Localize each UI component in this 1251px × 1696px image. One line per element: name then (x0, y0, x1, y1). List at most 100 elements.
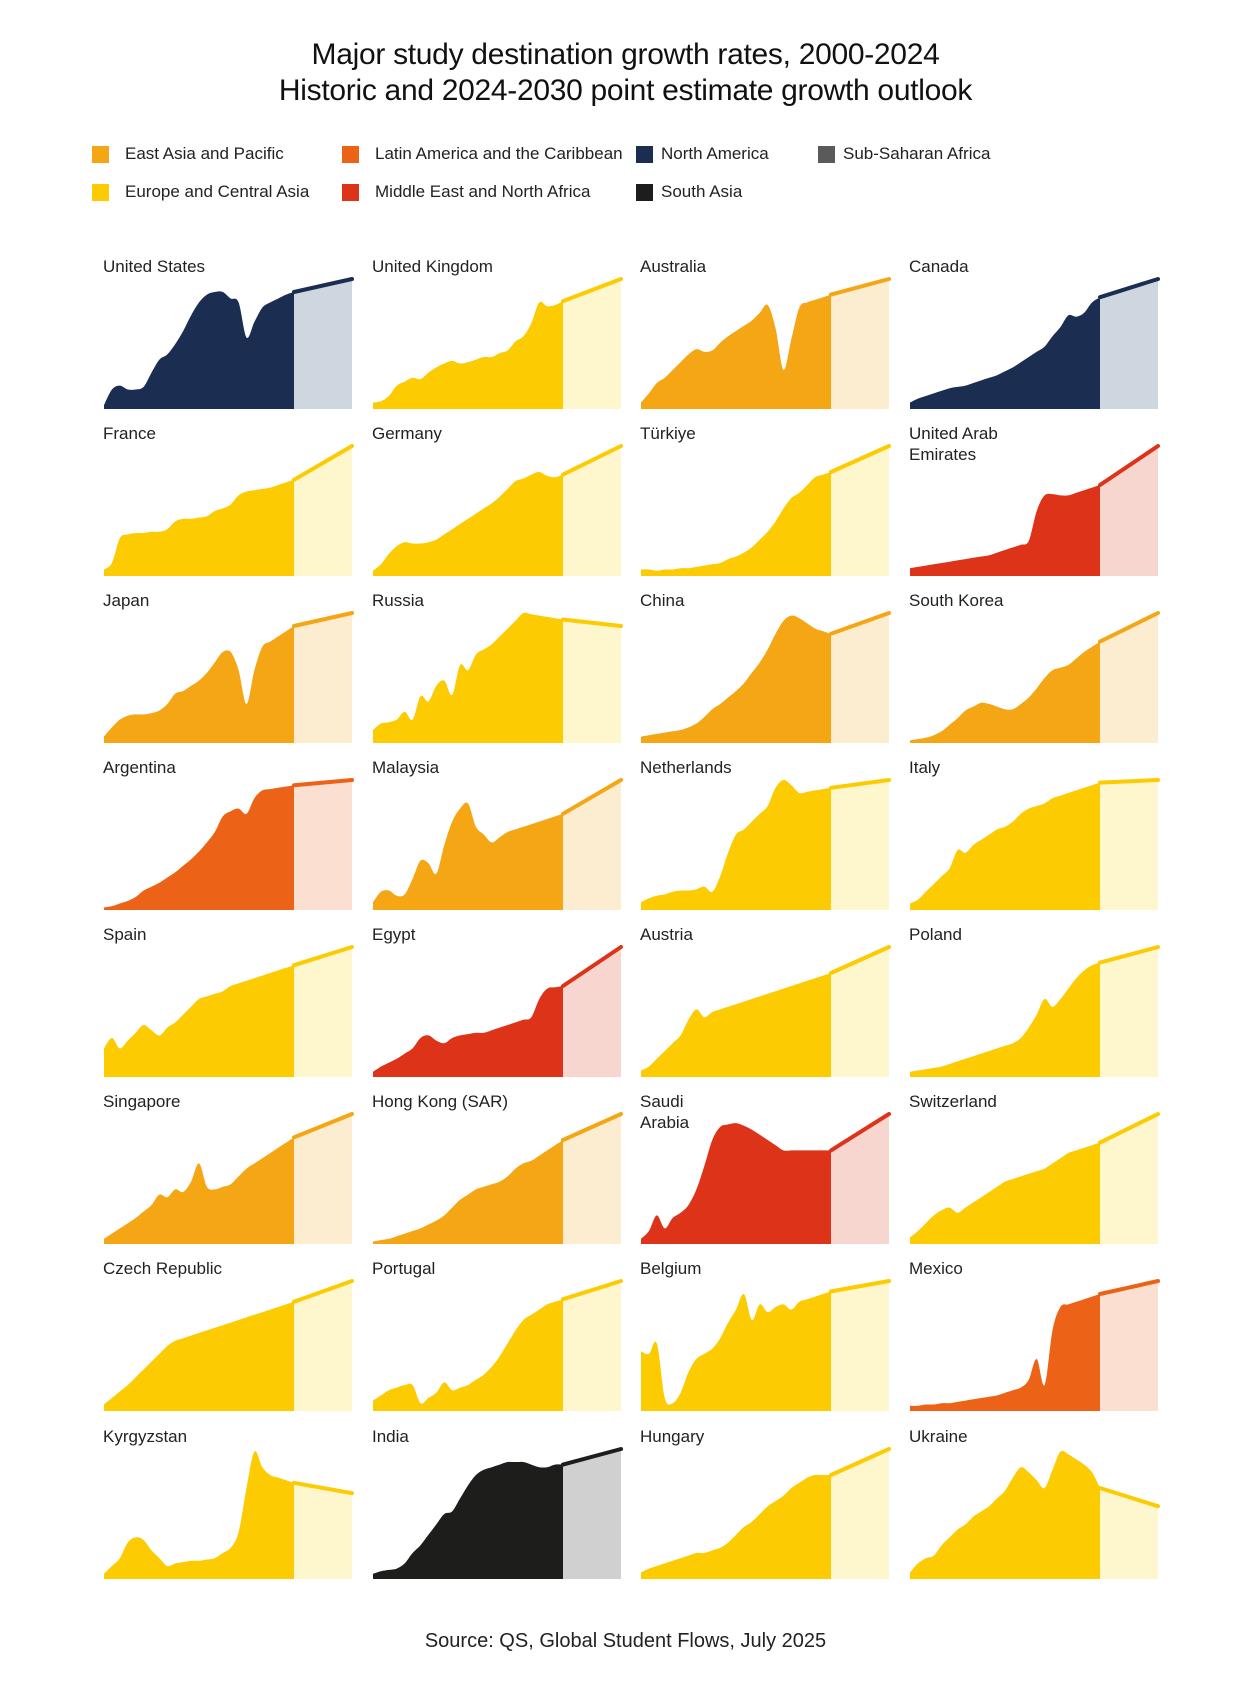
panel-czech-republic: Czech Republic (103, 1259, 354, 1411)
outlook-area (294, 446, 352, 576)
historic-area (373, 802, 563, 910)
outlook-area (563, 446, 621, 576)
outlook-area (831, 1281, 889, 1411)
historic-area (910, 1294, 1100, 1411)
outlook-line (1098, 1112, 1160, 1145)
panel-label: India (372, 1427, 409, 1446)
panel-switzerland: Switzerland (909, 1092, 1160, 1244)
legend-label: Europe and Central Asia (125, 182, 310, 201)
outlook-line (829, 611, 891, 636)
panel-label: United States (103, 257, 205, 276)
outlook-area (1100, 446, 1158, 576)
outlook-line (561, 1112, 623, 1142)
outlook-line (561, 277, 623, 304)
chart-title-line-1: Major study destination growth rates, 20… (311, 38, 940, 71)
outlook-area (563, 1281, 621, 1411)
outlook-area (294, 613, 352, 743)
panel-australia: Australia (640, 257, 891, 409)
historic-area (910, 641, 1100, 743)
panel-hong-kong-sar: Hong Kong (SAR) (372, 1092, 623, 1244)
outlook-line (561, 1447, 623, 1467)
historic-area (104, 1137, 294, 1244)
outlook-area (1100, 947, 1158, 1077)
outlook-area (1100, 1114, 1158, 1244)
panel-label: France (103, 424, 156, 443)
historic-area (641, 1474, 831, 1579)
historic-area (641, 1291, 831, 1411)
panel-ukraine: Ukraine (909, 1427, 1160, 1579)
legend-label: South Asia (661, 182, 743, 201)
outlook-line (292, 1480, 354, 1496)
legend-label: North America (661, 144, 769, 163)
historic-area (104, 785, 294, 910)
legend-item-east-asia-pacific: East Asia and Pacific (92, 143, 284, 165)
panel-label: Argentina (103, 758, 176, 777)
historic-area (641, 779, 831, 910)
panel-label: Japan (103, 591, 149, 610)
panel-label: Singapore (103, 1092, 181, 1111)
outlook-line (1098, 1486, 1160, 1509)
legend-item-middle-east-north-africa: Middle East and North Africa (342, 181, 590, 203)
outlook-area (563, 619, 621, 743)
legend-item-sub-saharan-africa: Sub-Saharan Africa (818, 143, 990, 165)
historic-area (373, 1140, 563, 1244)
outlook-line (561, 778, 623, 816)
historic-area (373, 986, 563, 1077)
panel-india: India (372, 1427, 623, 1579)
outlook-line (561, 1279, 623, 1302)
panel-label: Czech Republic (103, 1259, 223, 1278)
outlook-area (1100, 613, 1158, 743)
panel-netherlands: Netherlands (640, 758, 891, 910)
historic-area (641, 1123, 831, 1244)
panel-label: Poland (909, 925, 962, 944)
legend-swatch (818, 145, 835, 163)
historic-area (373, 1461, 563, 1579)
outlook-area (563, 947, 621, 1077)
panel-canada: Canada (909, 257, 1160, 409)
outlook-area (563, 1449, 621, 1579)
legend-item-north-america: North America (636, 143, 769, 165)
panel-united-kingdom: United Kingdom (372, 257, 623, 409)
panel-label: Austria (640, 925, 693, 944)
historic-area (104, 965, 294, 1077)
panel-label: Türkiye (640, 424, 696, 443)
panel-singapore: Singapore (103, 1092, 354, 1244)
outlook-area (831, 947, 889, 1077)
panel-italy: Italy (909, 758, 1160, 910)
historic-area (910, 297, 1100, 409)
panel-label: Germany (372, 424, 442, 443)
panel-south-korea: South Korea (909, 591, 1160, 743)
panel-label: Australia (640, 257, 707, 276)
legend-label: East Asia and Pacific (125, 144, 284, 163)
outlook-area (294, 947, 352, 1077)
outlook-area (831, 446, 889, 576)
outlook-line (292, 1112, 354, 1140)
legend-swatch (342, 145, 359, 163)
panel-label: Saudi Arabia (640, 1092, 690, 1132)
historic-area (910, 962, 1100, 1077)
panel-label: United Arab Emirates (909, 424, 998, 464)
panel-hungary: Hungary (640, 1427, 891, 1579)
outlook-line (1098, 945, 1160, 965)
panel-label: Belgium (640, 1259, 701, 1278)
outlook-line (829, 1447, 891, 1477)
panel-portugal: Portugal (372, 1259, 623, 1411)
panel-united-arab-emirates: United Arab Emirates (909, 424, 1160, 576)
panel-austria: Austria (640, 925, 891, 1077)
outlook-area (294, 279, 352, 409)
panel-label: Ukraine (909, 1427, 968, 1446)
legend-swatch (636, 183, 653, 201)
historic-area (641, 973, 831, 1077)
panel-argentina: Argentina (103, 758, 354, 910)
historic-area (104, 626, 294, 743)
outlook-area (294, 780, 352, 910)
historic-area (373, 471, 563, 576)
historic-area (641, 615, 831, 743)
panel-label: Netherlands (640, 758, 732, 777)
historic-area (910, 1450, 1100, 1579)
outlook-line (829, 277, 891, 297)
panel-france: France (103, 424, 354, 576)
panel-label: Malaysia (372, 758, 440, 777)
outlook-line (829, 444, 891, 474)
